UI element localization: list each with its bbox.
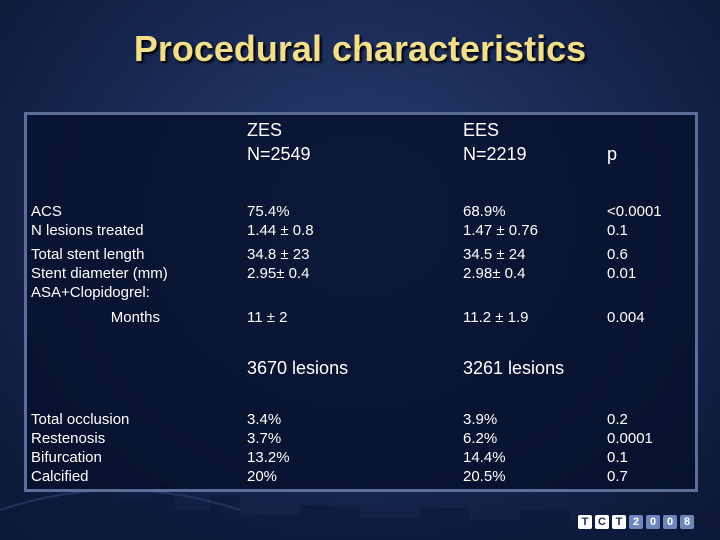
row-label: Calcified	[31, 468, 89, 485]
ees-header-name: EES	[463, 120, 500, 140]
ees-value: 34.5 ± 24	[463, 246, 526, 263]
ees-value: 1.47 ± 0.76	[463, 222, 538, 239]
row-label: Total stent length	[31, 246, 145, 263]
ees-value: 3.9%	[463, 411, 498, 428]
zes-value: 3.4%	[247, 411, 282, 428]
p-value: <0.0001	[607, 203, 662, 220]
tct-2008-logo: T C T 2 0 0 8	[578, 515, 694, 529]
p-value: 0.7	[607, 468, 628, 485]
slide-title: Procedural characteristics	[133, 28, 587, 69]
logo-letter: 0	[646, 515, 660, 529]
ees-value: 2.98± 0.4	[463, 265, 526, 282]
row-label: ACS	[31, 203, 62, 220]
zes-value: 11 ± 2	[247, 309, 288, 326]
row-label: Restenosis	[31, 430, 106, 447]
p-value: 0.01	[607, 265, 637, 282]
zes-value: 1.44 ± 0.8	[247, 222, 314, 239]
p-value: 0.1	[607, 449, 628, 466]
p-value: 0.1	[607, 222, 628, 239]
logo-letter: T	[578, 515, 592, 529]
p-value: 0.0001	[607, 430, 653, 447]
logo-letter: 2	[629, 515, 643, 529]
p-header: p	[607, 144, 618, 164]
ees-header-n: N=2219	[463, 144, 527, 164]
row-label: Stent diameter (mm)	[31, 265, 168, 282]
p-value: 0.004	[607, 309, 645, 326]
zes-header-name: ZES	[247, 120, 283, 140]
zes-lesions: 3670 lesions	[247, 358, 349, 378]
ees-value: 6.2%	[463, 430, 498, 447]
logo-letter: 8	[680, 515, 694, 529]
logo-letter: T	[612, 515, 626, 529]
zes-value: 3.7%	[247, 430, 282, 447]
logo-letter: C	[595, 515, 609, 529]
zes-header-n: N=2549	[247, 144, 311, 164]
p-value: 0.2	[607, 411, 628, 428]
row-label: Bifurcation	[31, 449, 102, 466]
row-label: Months	[110, 309, 160, 326]
zes-value: 20%	[247, 468, 278, 485]
row-label: Total occlusion	[31, 411, 130, 428]
data-table-panel	[24, 112, 698, 492]
ees-lesions: 3261 lesions	[463, 358, 565, 378]
ees-value: 14.4%	[463, 449, 506, 466]
row-label: N lesions treated	[31, 222, 144, 239]
ees-value: 20.5%	[463, 468, 506, 485]
p-value: 0.6	[607, 246, 628, 263]
ees-value: 68.9%	[463, 203, 506, 220]
logo-letter: 0	[663, 515, 677, 529]
zes-value: 13.2%	[247, 449, 290, 466]
ees-value: 11.2 ± 1.9	[463, 309, 529, 326]
row-label: ASA+Clopidogrel:	[31, 284, 150, 301]
zes-value: 2.95± 0.4	[247, 265, 310, 282]
zes-value: 34.8 ± 23	[247, 246, 310, 263]
zes-value: 75.4%	[247, 203, 290, 220]
